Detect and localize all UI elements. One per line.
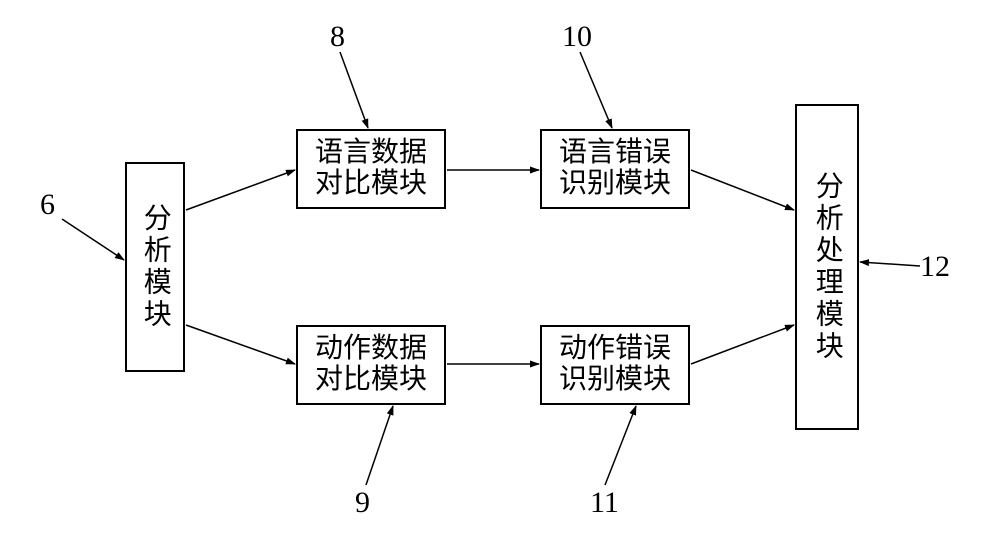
node-action-error: 动作错误 识别模块 <box>540 325 690 405</box>
node-lang-compare-label: 语言数据 对比模块 <box>315 138 427 200</box>
callout-6: 6 <box>40 188 55 222</box>
diagram-canvas: 分析模块 语言数据 对比模块 语言错误 识别模块 动作数据 对比模块 动作错误 … <box>0 0 1000 544</box>
node-analysis-label: 分析模块 <box>140 203 169 331</box>
node-analysis: 分析模块 <box>125 162 185 372</box>
node-action-error-label: 动作错误 识别模块 <box>559 334 671 396</box>
node-action-compare: 动作数据 对比模块 <box>296 325 446 405</box>
callout-11: 11 <box>590 486 619 520</box>
callout-10: 10 <box>562 20 592 54</box>
node-lang-error-label: 语言错误 识别模块 <box>559 138 671 200</box>
node-action-compare-label: 动作数据 对比模块 <box>315 334 427 396</box>
callout-12: 12 <box>920 250 950 284</box>
node-lang-compare: 语言数据 对比模块 <box>296 129 446 209</box>
callout-9: 9 <box>355 486 370 520</box>
node-lang-error: 语言错误 识别模块 <box>540 129 690 209</box>
node-analysis-process-label: 分析处理模块 <box>812 171 841 363</box>
callout-8: 8 <box>330 20 345 54</box>
node-analysis-process: 分析处理模块 <box>795 104 859 430</box>
